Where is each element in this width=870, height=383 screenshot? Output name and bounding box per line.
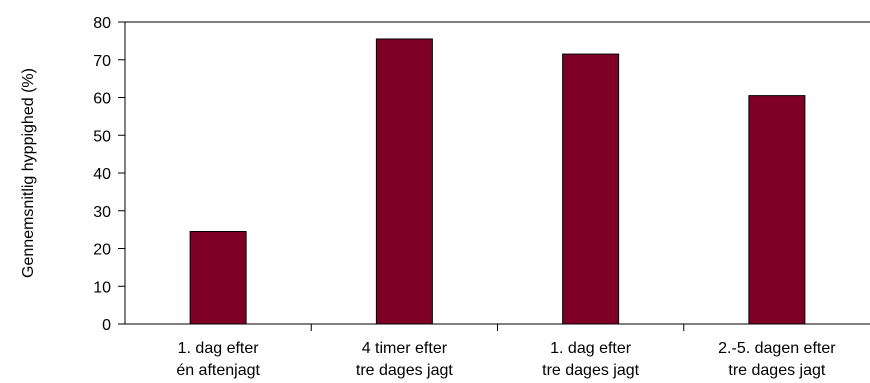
x-tick-label: 1. dag efter tre dages jagt [542,340,640,379]
y-tick-label: 70 [93,53,111,70]
x-tick-label-line: 4 timer efter [362,340,448,357]
y-tick-label: 0 [102,317,111,334]
y-tick-label: 20 [93,242,111,259]
x-tick-label-line: tre dages jagt [728,362,826,379]
y-tick-label: 80 [93,15,111,32]
x-tick-label-line: 1. dag efter [550,340,632,357]
x-tick-label-line: tre dages jagt [542,362,640,379]
y-tick-label: 60 [93,91,111,108]
bars [189,38,806,325]
y-tick-label: 30 [93,204,111,221]
x-tick-label: 2.-5. dagen efter tre dages jagt [718,340,836,379]
x-tick-label-line: tre dages jagt [356,362,454,379]
x-tick-label-line: 1. dag efter [178,340,260,357]
y-axis-label: Gennemsnitlig hyppighed (%) [20,68,37,278]
bar [375,38,433,325]
x-tick-label: 1. dag efter én aftenjagt [176,340,260,379]
y-tick-label: 40 [93,166,111,183]
y-tick-label: 50 [93,128,111,145]
y-axis-ticks: 0 10 20 30 40 50 60 70 80 [93,15,125,334]
bar [748,95,806,325]
x-tick-label: 4 timer efter tre dages jagt [356,340,454,379]
y-tick-label: 10 [93,279,111,296]
bar [189,231,247,325]
bar [562,53,620,325]
x-axis-ticks: 1. dag efter én aftenjagt 4 timer efter tre… [176,324,836,379]
x-tick-label-line: én aftenjagt [176,362,260,379]
x-tick-label-line: 2.-5. dagen efter [718,340,836,357]
